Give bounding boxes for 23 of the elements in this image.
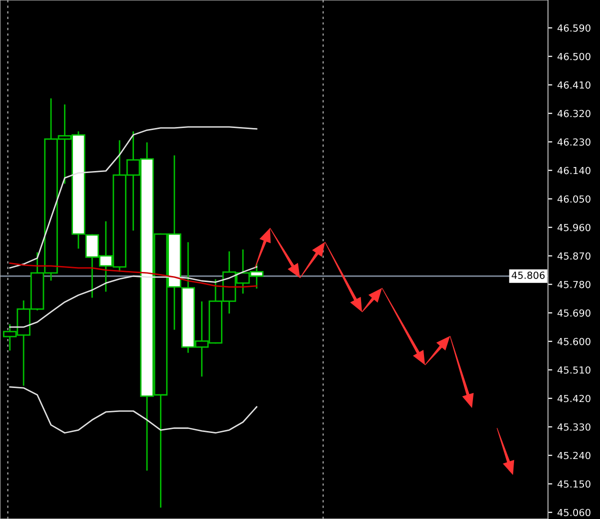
y-tick-label: 45.510 bbox=[558, 366, 590, 374]
ref-line-label: 45.806 bbox=[512, 272, 545, 279]
y-tick-label: 46.140 bbox=[558, 166, 590, 174]
y-tick-label: 45.060 bbox=[558, 508, 590, 516]
y-tick-label: 45.600 bbox=[558, 338, 590, 346]
line-series bbox=[9, 386, 258, 434]
y-tick-label: 46.320 bbox=[558, 110, 590, 118]
y-tick-label: 45.870 bbox=[558, 252, 590, 260]
y-tick-label: 46.590 bbox=[558, 24, 590, 32]
line-series bbox=[9, 126, 258, 269]
y-tick-label: 45.150 bbox=[558, 480, 590, 488]
y-tick-label: 46.410 bbox=[558, 81, 590, 89]
y-tick-label: 45.780 bbox=[558, 280, 590, 288]
line-series bbox=[9, 266, 258, 328]
y-tick-label: 45.960 bbox=[558, 224, 590, 232]
y-tick-label: 45.330 bbox=[558, 423, 590, 431]
y-tick-label: 45.240 bbox=[558, 452, 590, 460]
y-tick-label: 46.500 bbox=[558, 52, 590, 60]
y-tick-label: 45.420 bbox=[558, 394, 590, 402]
y-tick-label: 46.230 bbox=[558, 138, 590, 146]
line-series bbox=[9, 262, 258, 288]
y-tick-label: 45.690 bbox=[558, 309, 590, 317]
y-tick-label: 46.050 bbox=[558, 195, 590, 203]
